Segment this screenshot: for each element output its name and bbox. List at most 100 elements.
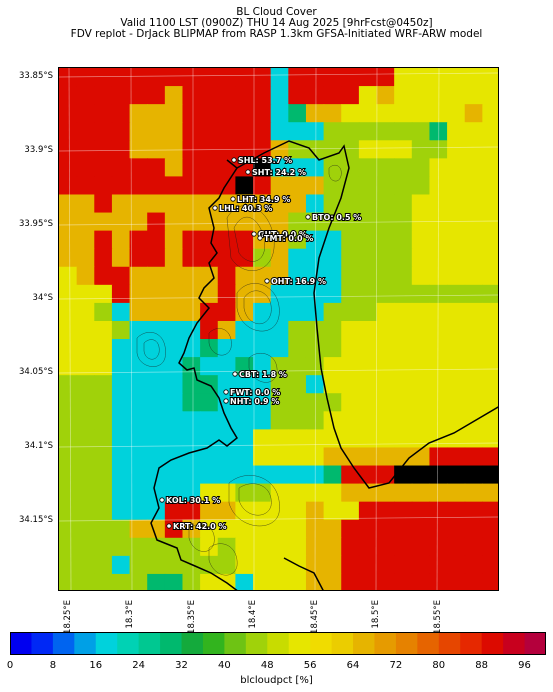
grid-cell (217, 447, 236, 467)
grid-cell (394, 447, 413, 467)
grid-cell (76, 537, 95, 557)
colorbar (10, 632, 546, 655)
grid-cell (129, 302, 148, 322)
station-label: OHT: 16.9 % (271, 277, 326, 286)
grid-cell (253, 104, 272, 123)
grid-cell (147, 158, 166, 178)
grid-cell (341, 320, 360, 340)
grid-cell (129, 320, 148, 340)
grid-cell (305, 140, 325, 159)
grid-cell (482, 519, 498, 539)
grid-cell (94, 447, 113, 467)
grid-cell (94, 248, 113, 268)
grid-cell (323, 284, 342, 304)
grid-cell (429, 302, 448, 322)
grid-cell (59, 339, 78, 358)
colorbar-swatch (417, 632, 440, 655)
grid-cell (235, 483, 254, 503)
grid-cell (464, 140, 483, 159)
grid-cell (341, 122, 360, 141)
station-label: KRT: 42.0 % (173, 522, 227, 531)
cloud-cover-map[interactable]: SHL: 53.7 % SHT: 24.2 % LHT: 34.9 % LHL: 40… (58, 67, 499, 591)
grid-cell (288, 86, 307, 105)
grid-cell (411, 573, 431, 590)
grid-cell (323, 501, 342, 521)
grid-cell (358, 519, 378, 539)
grid-cell (94, 122, 113, 141)
grid-cell (76, 339, 95, 358)
grid-cell (182, 104, 201, 123)
grid-cell (411, 411, 431, 430)
grid-cell (394, 483, 413, 503)
grid-cell (464, 230, 483, 250)
grid-cell (76, 411, 95, 430)
grid-cell (94, 140, 113, 159)
colorbar-swatches (10, 632, 546, 655)
grid-cell (341, 447, 360, 467)
grid-cell (394, 302, 413, 322)
grid-cell (111, 230, 131, 250)
grid-cell (270, 537, 289, 557)
grid-cell (253, 122, 272, 141)
grid-cell (182, 194, 201, 214)
grid-cell (482, 212, 498, 232)
grid-cell (464, 447, 483, 467)
grid-cell (182, 357, 201, 376)
grid-cell (253, 284, 272, 304)
grid-cell (235, 447, 254, 467)
grid-cell (129, 465, 148, 485)
grid-cell (464, 501, 483, 521)
grid-cell (482, 86, 498, 105)
grid-cell (429, 465, 448, 485)
grid-cell (253, 447, 272, 467)
grid-cell (147, 140, 166, 159)
grid-cell (394, 573, 413, 590)
grid-cell (59, 411, 78, 430)
grid-cell (200, 447, 219, 467)
colorbar-swatch (288, 632, 311, 655)
grid-cell (358, 122, 378, 141)
grid-cell (341, 339, 360, 358)
grid-cell (111, 519, 131, 539)
colorbar-swatch (117, 632, 140, 655)
grid-cell (129, 104, 148, 123)
grid-cell (164, 122, 184, 141)
grid-cell (217, 555, 236, 575)
grid-cell (217, 483, 236, 503)
colorbar-swatch (374, 632, 397, 655)
grid-cell (341, 501, 360, 521)
grid-cell (253, 194, 272, 214)
colorbar-tick-label: 16 (89, 660, 103, 671)
colorbar-frame (10, 632, 546, 655)
grid-cell (253, 411, 272, 430)
grid-cell (482, 158, 498, 178)
station-label: SHL: 53.7 % (238, 156, 292, 165)
grid-cell (482, 411, 498, 430)
grid-cell (376, 104, 395, 123)
grid-cell (76, 122, 95, 141)
grid-cell (323, 375, 342, 394)
grid-cell (235, 230, 254, 250)
grid-cell (59, 555, 78, 575)
grid-cell (447, 302, 466, 322)
grid-cell (341, 266, 360, 286)
grid-cell (147, 320, 166, 340)
grid-cell (182, 375, 201, 394)
grid-cell (464, 429, 483, 449)
grid-cell (129, 68, 148, 87)
grid-cell (376, 483, 395, 503)
grid-cell (305, 266, 325, 286)
grid-cell (464, 393, 483, 412)
grid-cell (358, 429, 378, 449)
grid-cell (270, 140, 289, 159)
colorbar-swatch (267, 632, 290, 655)
grid-cell (464, 284, 483, 304)
grid-cell (464, 158, 483, 178)
grid-cell (464, 68, 483, 87)
grid-cell (129, 555, 148, 575)
grid-cell (270, 248, 289, 268)
grid-cell (235, 465, 254, 485)
grid-cell (288, 447, 307, 467)
grid-cell (129, 375, 148, 394)
grid-cell (323, 519, 342, 539)
